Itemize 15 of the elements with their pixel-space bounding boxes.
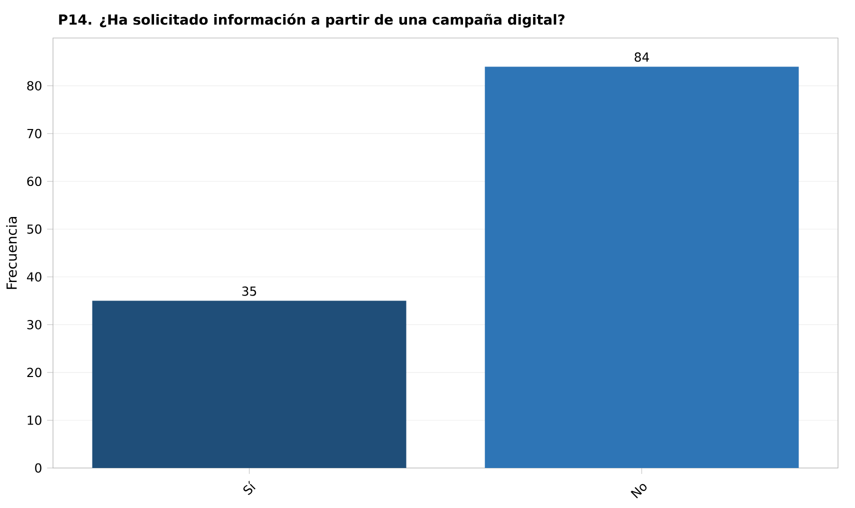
data-label: 35 bbox=[242, 286, 256, 296]
y-tick-label: 60 bbox=[27, 176, 42, 186]
y-tick-label: 40 bbox=[26, 272, 42, 282]
chart-title: P14. ¿Ha solicitado información a partir de una campaña digital? bbox=[59, 14, 564, 28]
y-axis-title: Frecuencia bbox=[6, 217, 17, 289]
x-tick-label: No bbox=[630, 484, 647, 498]
y-tick-label: 0 bbox=[35, 463, 42, 473]
y-tick-label: 80 bbox=[27, 81, 42, 90]
y-tick-label: 10 bbox=[28, 416, 42, 425]
y-tick-label: 50 bbox=[27, 224, 42, 234]
y-tick-label: 70 bbox=[27, 128, 42, 138]
y-tick-label: 30 bbox=[27, 320, 42, 330]
x-tick-label: Sí bbox=[243, 480, 256, 496]
y-tick-label: 20 bbox=[27, 368, 42, 378]
data-label: 84 bbox=[634, 52, 649, 62]
